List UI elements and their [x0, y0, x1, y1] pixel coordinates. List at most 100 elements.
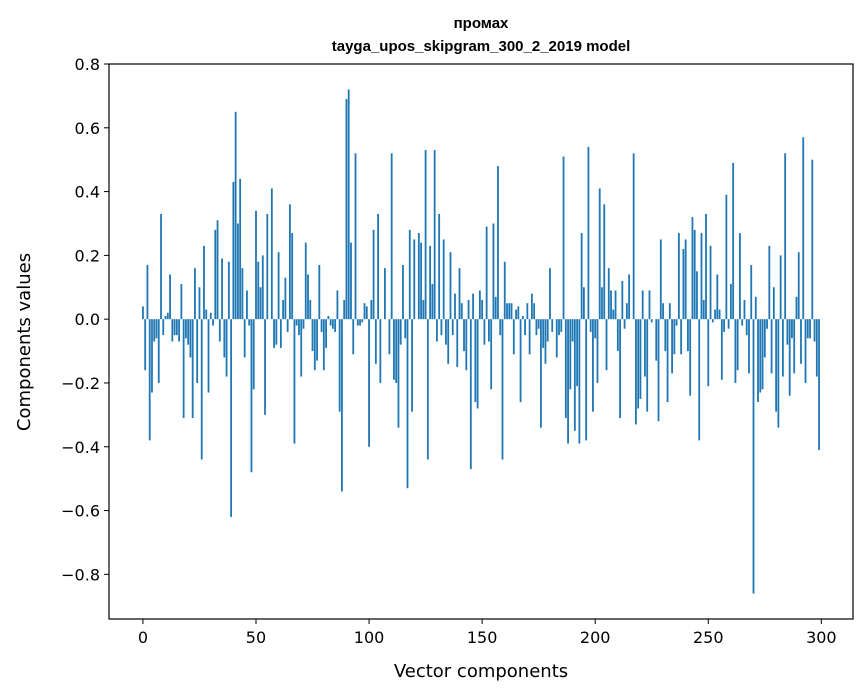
bar-26 [200, 319, 203, 460]
bar-97 [361, 319, 364, 323]
bar-184 [558, 319, 560, 336]
bar-155 [492, 223, 495, 320]
bar-35 [221, 258, 223, 320]
bar-272 [757, 319, 759, 403]
bar-293 [804, 319, 807, 383]
bar-234 [671, 319, 673, 374]
bar-9 [162, 319, 165, 336]
bar-81 [325, 319, 327, 348]
bar-160 [503, 261, 506, 320]
bar-267 [745, 319, 748, 336]
bar-190 [571, 319, 574, 342]
x-tick-label-3: 150 [467, 628, 498, 647]
bar-54 [264, 319, 266, 415]
bar-169 [524, 319, 526, 336]
bar-230 [662, 303, 664, 320]
bar-298 [815, 319, 818, 377]
bar-263 [736, 319, 739, 371]
bar-50 [255, 210, 257, 320]
bar-53 [261, 255, 264, 320]
bar-275 [763, 319, 766, 358]
bar-84 [331, 319, 334, 329]
bar-142 [463, 319, 465, 352]
bar-39 [230, 319, 233, 517]
bar-246 [698, 319, 701, 441]
bar-49 [252, 319, 255, 390]
bar-13 [171, 319, 174, 342]
bar-171 [528, 319, 531, 355]
bar-288 [793, 319, 796, 374]
bar-152 [485, 226, 488, 320]
chart-subtitle: tayga_upos_skipgram_300_2_2019 model [332, 38, 631, 55]
bar-102 [372, 229, 375, 320]
bar-260 [729, 284, 732, 320]
bar-141 [460, 303, 463, 320]
bar-128 [431, 284, 434, 320]
bar-131 [438, 213, 441, 320]
bar-96 [359, 319, 361, 326]
bar-137 [451, 319, 454, 336]
y-tick-label-2: −0.4 [61, 438, 100, 457]
x-axis-label: Vector components [394, 661, 568, 682]
bar-11 [166, 312, 169, 320]
bar-295 [809, 319, 811, 339]
bar-199 [592, 319, 594, 412]
bar-217 [632, 153, 635, 320]
bar-70 [300, 319, 303, 377]
bar-285 [786, 319, 789, 345]
bar-112 [395, 319, 398, 383]
bar-261 [732, 162, 735, 320]
bar-221 [641, 290, 644, 320]
bar-153 [488, 319, 490, 342]
bar-27 [203, 245, 205, 320]
bar-135 [447, 319, 450, 364]
bar-213 [623, 319, 626, 329]
bar-89 [343, 300, 346, 320]
bar-2 [146, 264, 149, 320]
bar-158 [499, 319, 502, 336]
bar-30 [209, 312, 212, 320]
y-tick-label-4: 0.0 [75, 310, 100, 329]
bar-148 [476, 319, 479, 409]
bar-277 [768, 245, 771, 320]
bar-229 [659, 239, 662, 320]
x-tick-label-1: 50 [246, 628, 266, 647]
bar-59 [275, 319, 278, 345]
bar-167 [519, 319, 522, 403]
bar-124 [422, 300, 425, 320]
bar-211 [619, 319, 621, 419]
bar-222 [644, 319, 646, 377]
bar-274 [761, 319, 764, 390]
bar-154 [490, 319, 493, 390]
bar-176 [540, 319, 542, 428]
bar-52 [259, 287, 262, 320]
bar-122 [417, 233, 420, 320]
bar-66 [291, 233, 294, 320]
bar-193 [578, 319, 581, 444]
bar-210 [616, 319, 619, 352]
x-tick-label-2: 100 [354, 628, 385, 647]
bar-22 [191, 319, 194, 419]
bar-204 [603, 204, 606, 320]
bar-245 [696, 271, 698, 320]
bar-145 [469, 319, 472, 470]
bar-297 [813, 319, 816, 342]
bar-125 [424, 150, 427, 320]
bar-111 [393, 319, 395, 380]
bar-186 [562, 156, 565, 320]
bar-33 [216, 220, 219, 320]
bar-48 [250, 319, 253, 473]
bar-117 [406, 319, 409, 489]
bar-286 [788, 319, 791, 396]
bar-18 [182, 319, 185, 419]
bar-200 [594, 319, 597, 339]
bar-242 [689, 319, 692, 396]
bar-60 [277, 252, 280, 320]
bar-218 [635, 319, 637, 425]
bar-180 [549, 268, 551, 320]
bar-202 [598, 188, 601, 320]
bar-75 [311, 319, 314, 352]
bar-156 [494, 296, 497, 320]
bar-62 [282, 300, 285, 320]
